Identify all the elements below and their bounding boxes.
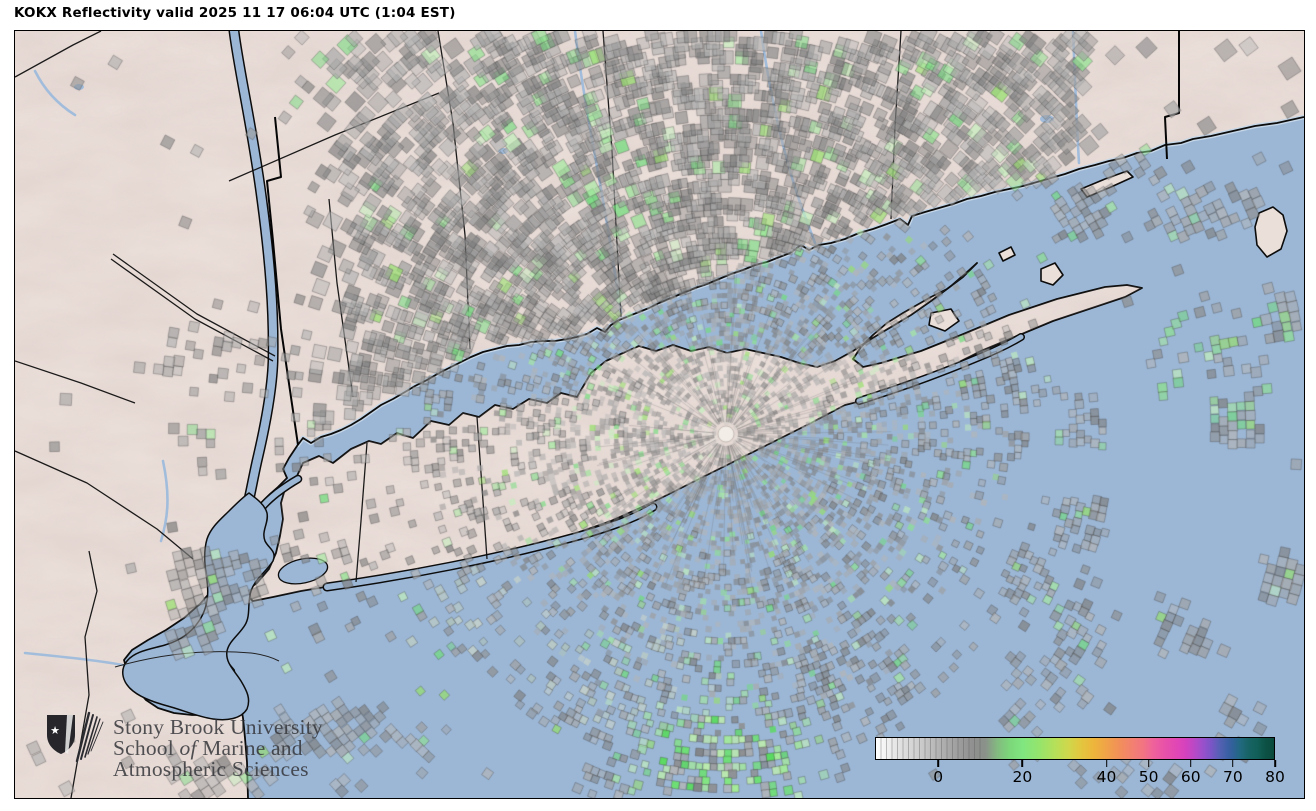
credit-block: ★ Stony Brook University School of Marin… <box>43 709 323 780</box>
colorbar-tick-mark <box>1021 760 1024 767</box>
page-title: KOKX Reflectivity valid 2025 11 17 06:04… <box>14 5 456 21</box>
colorbar-tick-mark <box>937 760 939 767</box>
colorbar-tick-label: 70 <box>1223 768 1243 786</box>
colorbar-tick-label: 0 <box>933 768 944 786</box>
colorbar-tick-label: 60 <box>1180 768 1201 786</box>
colorbar-tick-label: 20 <box>1012 768 1033 786</box>
colorbar-tick-mark <box>1232 760 1234 767</box>
colorbar-tick-mark <box>1105 760 1108 767</box>
colorbar-gradient <box>876 738 1274 759</box>
credit-line-3: Atmospheric Sciences <box>113 757 309 781</box>
colorbar-tick-label: 50 <box>1138 768 1159 786</box>
radar-clutter-layer <box>15 31 1304 798</box>
stony-brook-shield-icon: ★ <box>47 711 104 763</box>
reflectivity-colorbar: 0 20 40 50 60 70 80 <box>875 737 1285 789</box>
colorbar-tick-mark <box>1147 760 1150 767</box>
colorbar-tick-label: 40 <box>1096 768 1117 786</box>
colorbar-gradient-bar <box>875 737 1275 760</box>
credit-line-2: School of Marine and <box>113 736 303 760</box>
colorbar-tick-mark <box>1190 760 1192 767</box>
radar-map: 0 20 40 50 60 70 80 ★ Stony Brook University S… <box>14 30 1305 799</box>
brook-rays <box>75 711 104 763</box>
colorbar-tick-mark <box>1274 760 1276 767</box>
svg-text:★: ★ <box>50 724 60 737</box>
colorbar-discrete-stripes <box>876 738 986 759</box>
colorbar-tick-label: 80 <box>1265 768 1285 786</box>
credit-line-1: Stony Brook University <box>113 715 323 739</box>
credit-text: Stony Brook University School of Marine … <box>113 715 323 781</box>
